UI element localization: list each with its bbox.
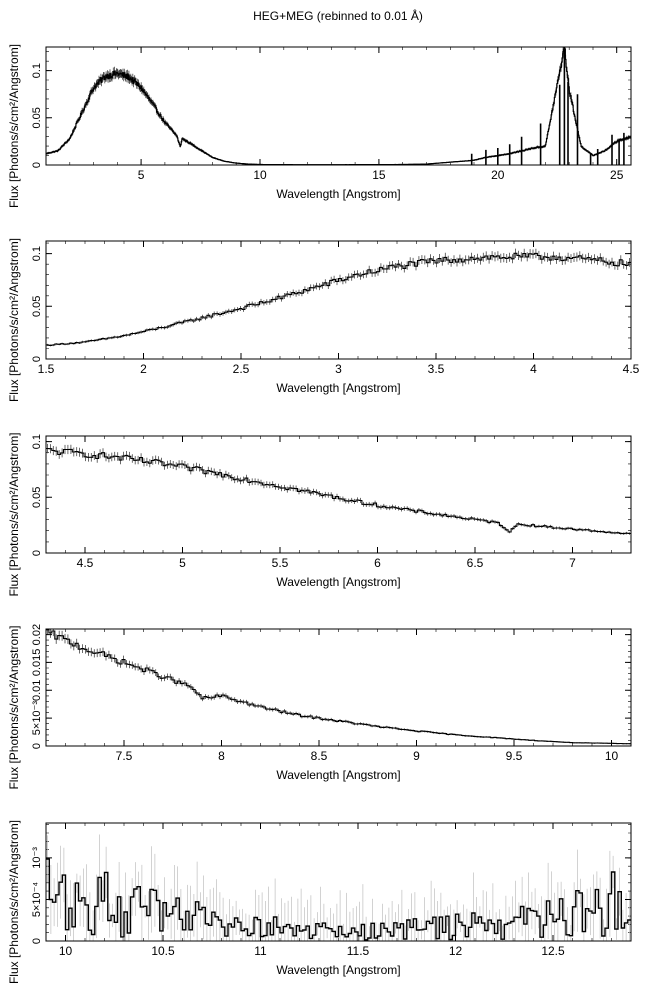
- plot-frame: [45, 822, 632, 942]
- chart-panel-3: 4.5 5 5.5 6 6.5 7 0 0.05 0.1 Wavelength [Angstrom…: [7, 432, 632, 597]
- y-tick-label: 0.02: [31, 624, 43, 645]
- x-axis-label: Wavelength [Angstrom]: [276, 187, 400, 201]
- y-axis-label: Flux [Photons/s/cm²/Angstrom]: [7, 625, 21, 789]
- plot-frame: [45, 46, 632, 166]
- x-axis-label: Wavelength [Angstrom]: [276, 381, 400, 395]
- y-tick-label: 0.1: [31, 434, 43, 449]
- y-tick-label: 0.05: [31, 487, 43, 508]
- x-tick-label: 5: [138, 168, 145, 182]
- y-tick-label: 0: [31, 550, 43, 556]
- x-tick-label: 1.5: [38, 362, 55, 376]
- x-tick-label: 4.5: [77, 556, 94, 570]
- plot-frame: [45, 435, 632, 554]
- y-tick-label: 10⁻³: [31, 847, 43, 869]
- x-tick-label: 8: [218, 749, 225, 763]
- y-axis-label: Flux [Photons/s/cm²/Angstrom]: [7, 44, 21, 208]
- y-tick-label: 0.015: [31, 649, 43, 677]
- error-bars: [47, 248, 630, 347]
- y-tick-label: 0: [31, 743, 43, 749]
- data-series-line: [46, 629, 631, 745]
- plot-frame: [45, 628, 632, 747]
- y-axis-label: Flux [Photons/s/cm²/Angstrom]: [7, 238, 21, 402]
- x-tick-label: 25: [610, 168, 624, 182]
- y-tick-label: 0.01: [31, 680, 43, 701]
- x-tick-label: 10: [253, 168, 267, 182]
- chart-panel-5: 10 10.5 11 11.5 12 12.5 0 5×10⁻⁴ 10⁻³ Wavelength …: [7, 820, 632, 984]
- x-tick-label: 10: [59, 944, 73, 958]
- x-tick-label: 10.5: [151, 944, 175, 958]
- x-tick-label: 4.5: [623, 362, 640, 376]
- x-tick-label: 15: [372, 168, 386, 182]
- x-tick-label: 6.5: [467, 556, 484, 570]
- error-bars: [47, 834, 630, 941]
- y-axis-label: Flux [Photons/s/cm²/Angstrom]: [7, 432, 21, 596]
- error-bars: [47, 629, 630, 745]
- x-tick-label: 8.5: [311, 749, 328, 763]
- x-tick-label: 5.5: [272, 556, 289, 570]
- x-tick-label: 3.5: [428, 362, 445, 376]
- y-tick-label: 0: [31, 356, 43, 362]
- x-tick-label: 11: [254, 944, 267, 958]
- x-tick-label: 12.5: [541, 944, 565, 958]
- page-title: HEG+MEG (rebinned to 0.01 Å): [253, 9, 423, 23]
- y-tick-label: 5×10⁻⁴: [31, 882, 43, 918]
- minor-ticks: [45, 823, 632, 942]
- x-axis-label: Wavelength [Angstrom]: [276, 768, 400, 782]
- chart-panel-4: 7.5 8 8.5 9 9.5 10 0 5×10⁻³0.01 0.015 0.02 Wavelen…: [7, 624, 632, 790]
- x-tick-label: 2.5: [233, 362, 250, 376]
- y-axis-label: Flux [Photons/s/cm²/Angstrom]: [7, 820, 21, 984]
- x-tick-label: 6: [374, 556, 381, 570]
- y-tick-label: 0.05: [31, 296, 43, 317]
- y-tick-label: 0: [31, 938, 43, 944]
- x-tick-label: 12: [449, 944, 463, 958]
- minor-ticks: [45, 628, 632, 747]
- data-series-line: [46, 447, 631, 535]
- x-tick-label: 4: [530, 362, 537, 376]
- chart-panel-2: 1.5 2 2.5 3 3.5 4 4.5 0 0.05 0.1 Wavelength [Angst…: [7, 238, 640, 402]
- y-tick-label: 5×10⁻³: [31, 701, 43, 736]
- data-series-line: [46, 252, 631, 346]
- x-tick-label: 10: [605, 749, 619, 763]
- chart-panel-1: 5 10 15 20 25 0 0.05 0.1 Wavelength [Angstrom] Fl…: [7, 44, 632, 208]
- x-tick-label: 3: [335, 362, 342, 376]
- x-tick-label: 7.5: [116, 749, 133, 763]
- minor-ticks: [45, 436, 632, 554]
- x-tick-label: 9.5: [506, 749, 523, 763]
- x-axis-label: Wavelength [Angstrom]: [276, 575, 400, 589]
- x-tick-label: 20: [491, 168, 505, 182]
- x-tick-label: 5: [179, 556, 186, 570]
- y-tick-label: 0: [31, 162, 43, 168]
- x-tick-label: 9: [413, 749, 420, 763]
- error-bars: [47, 443, 630, 535]
- emission-lines: [470, 47, 625, 165]
- x-tick-label: 7: [569, 556, 576, 570]
- data-series-line: [46, 858, 631, 941]
- x-tick-label: 2: [140, 362, 147, 376]
- x-tick-label: 11.5: [347, 944, 370, 958]
- y-tick-label: 0.1: [31, 246, 43, 261]
- y-tick-label: 0.05: [31, 107, 43, 128]
- y-tick-label: 0.1: [31, 63, 43, 78]
- x-axis-label: Wavelength [Angstrom]: [276, 963, 400, 977]
